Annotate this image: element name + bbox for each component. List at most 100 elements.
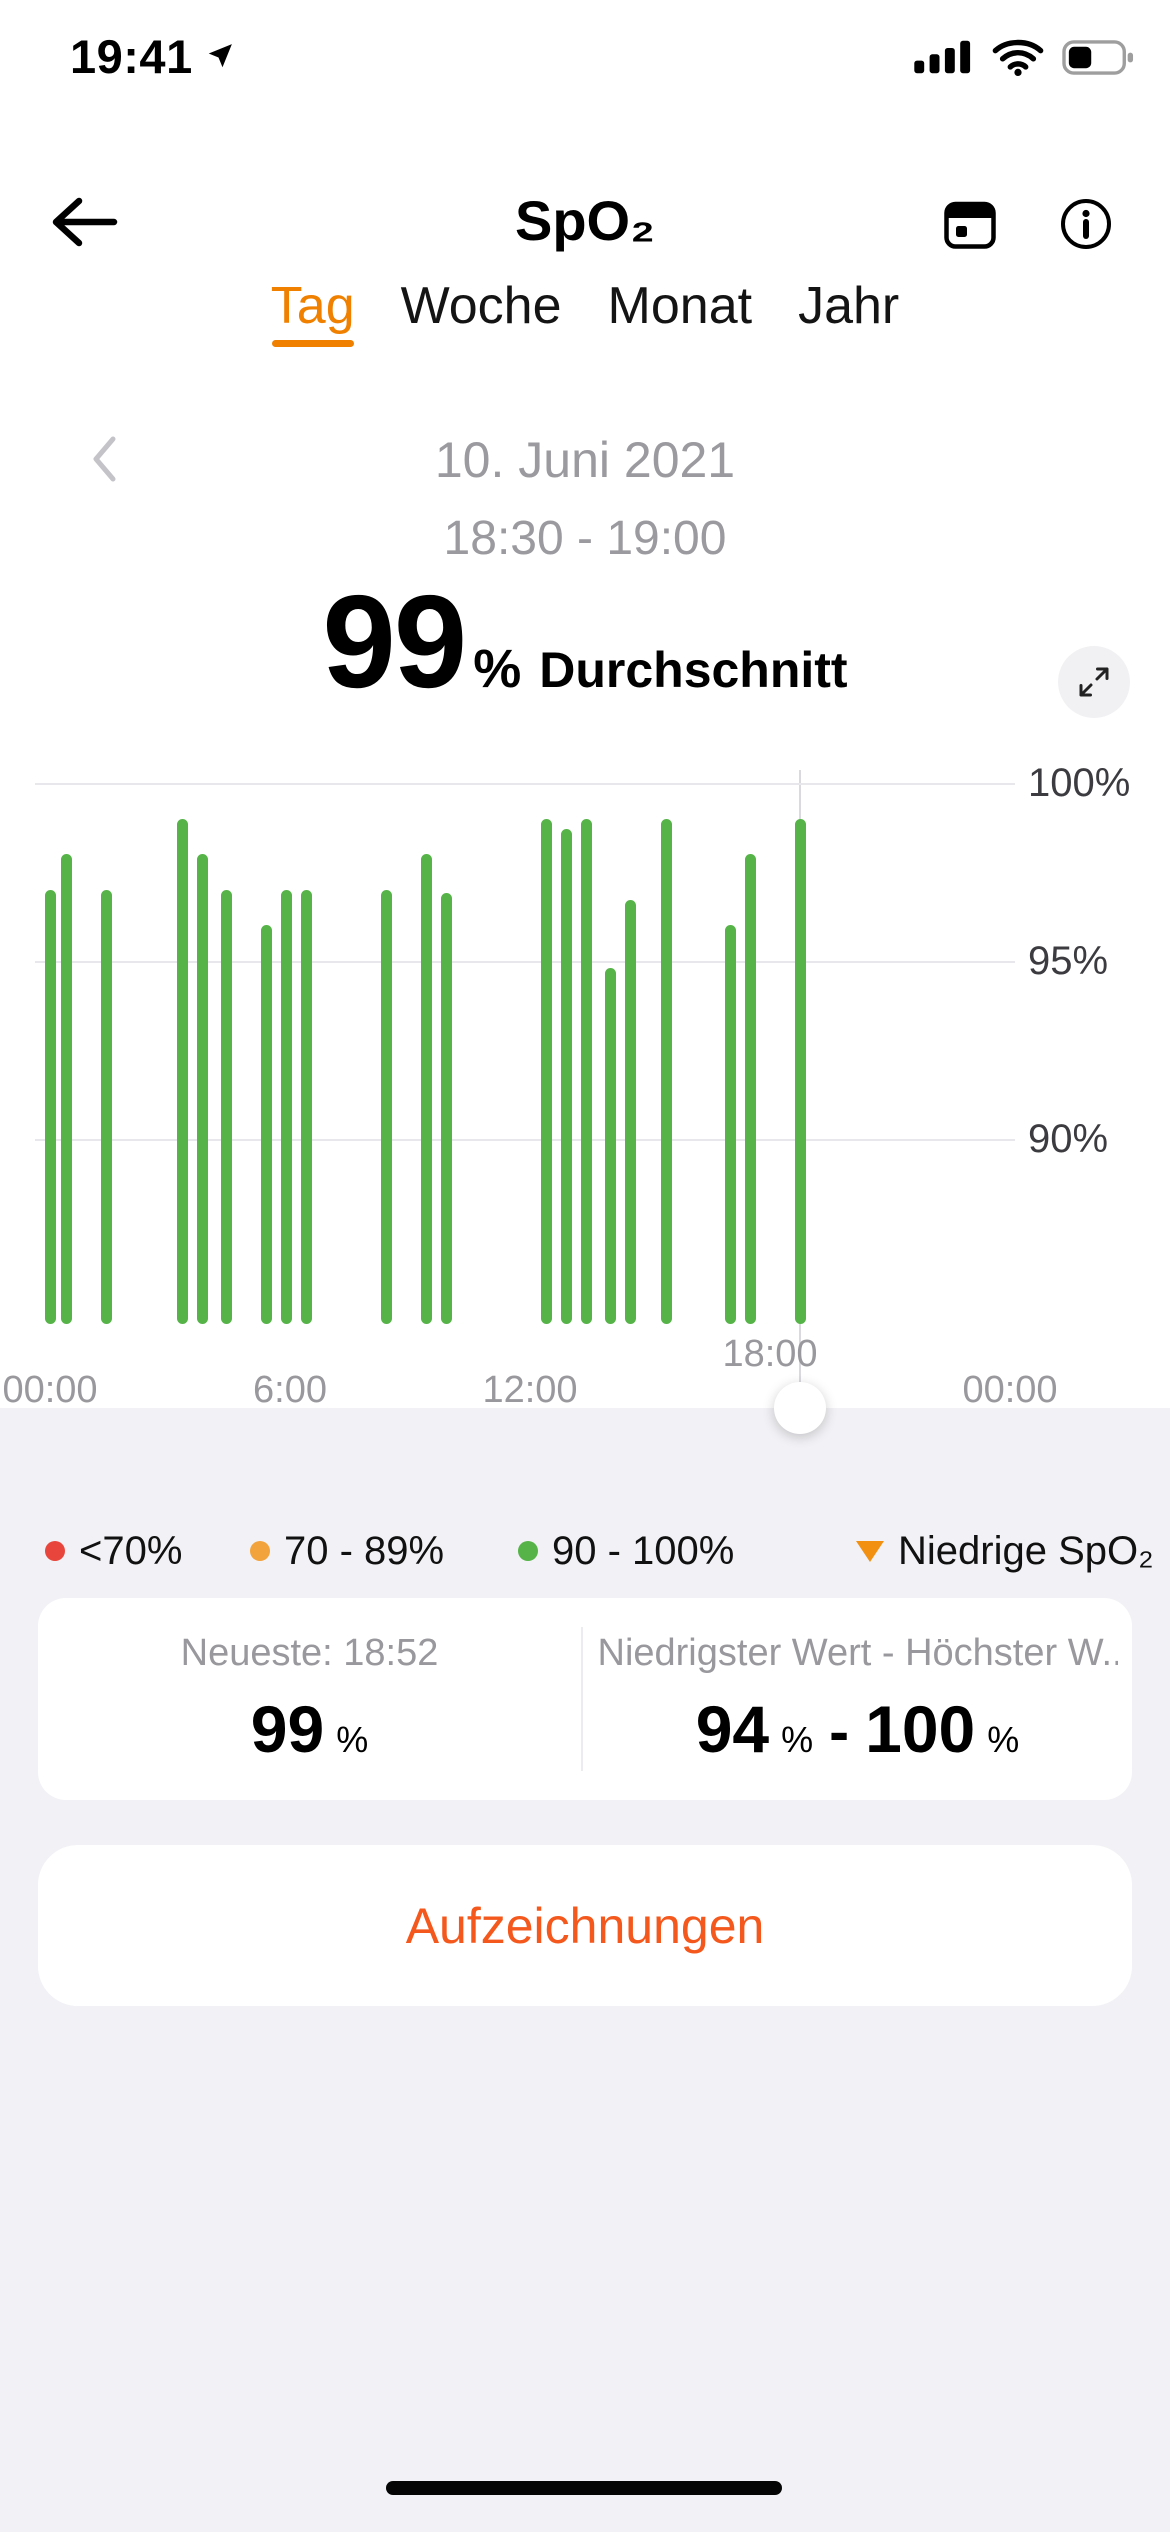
- chart-bar: [220, 889, 232, 1324]
- chart-cursor-handle[interactable]: [774, 1382, 826, 1434]
- legend-label: 90 - 100%: [552, 1528, 735, 1573]
- tab-label: Tag: [270, 277, 355, 335]
- tab-tag[interactable]: Tag: [270, 271, 355, 347]
- calendar-button[interactable]: [942, 196, 998, 252]
- average-label: Durchschnitt: [539, 642, 848, 698]
- back-button[interactable]: [46, 194, 122, 252]
- status-bar: 19:41: [0, 24, 1170, 88]
- legend: <70% 70 - 89% 90 - 100% Niedrige SpO₂: [0, 1520, 1170, 1582]
- tab-jahr[interactable]: Jahr: [798, 271, 899, 341]
- min-max-label: Niedrigster Wert - Höchster W...: [597, 1631, 1118, 1674]
- triangle-down-icon: [856, 1540, 884, 1562]
- back-arrow-icon: [52, 197, 118, 247]
- y-axis-tick-label: 95%: [1028, 939, 1109, 983]
- min-max-value-row: 94 % - 100 %: [696, 1691, 1020, 1767]
- tab-bar: Tag Woche Monat Jahr: [0, 264, 1170, 348]
- chart-bar: [660, 818, 672, 1324]
- date-label: 10. Juni 2021: [434, 432, 736, 488]
- expand-chart-button[interactable]: [1058, 646, 1130, 718]
- spo2-chart[interactable]: 100% 95% 90% 00:00 6:00 12:00 18:00 00:00: [0, 761, 1170, 1412]
- stats-card: Neueste: 18:52 99 % Niedrigster Wert - H…: [38, 1598, 1132, 1800]
- detail-section: <70% 70 - 89% 90 - 100% Niedrige SpO₂ Ne…: [0, 1408, 1170, 2532]
- range-dash: -: [829, 1697, 850, 1765]
- min-value: 94: [695, 1691, 770, 1766]
- tab-label: Woche: [400, 277, 562, 335]
- chart-bar: [440, 893, 452, 1324]
- legend-label: Niedrige SpO₂: [898, 1528, 1154, 1573]
- min-max-stat: Niedrigster Wert - Höchster W... 94 % - …: [583, 1598, 1132, 1800]
- tab-woche[interactable]: Woche: [401, 271, 562, 341]
- average-value: 99: [322, 568, 467, 715]
- chart-bar: [196, 854, 208, 1324]
- previous-day-button[interactable]: [84, 434, 124, 486]
- chart-bar: [100, 889, 112, 1324]
- min-unit: %: [781, 1718, 814, 1760]
- latest-label: Neueste: 18:52: [180, 1631, 439, 1674]
- chart-bar: [44, 889, 56, 1324]
- legend-item-90-100: 90 - 100%: [518, 1520, 734, 1582]
- y-axis-tick-label: 90%: [1028, 1117, 1109, 1161]
- chevron-left-icon: [93, 436, 116, 481]
- expand-icon: [1079, 667, 1109, 697]
- orange-dot-icon: [250, 1541, 270, 1561]
- active-tab-underline: [271, 340, 354, 347]
- red-dot-icon: [45, 1541, 65, 1561]
- calendar-icon: [944, 201, 996, 249]
- home-indicator[interactable]: [386, 2481, 782, 2495]
- chart-bar: [540, 818, 552, 1324]
- chart-bar: [60, 854, 72, 1324]
- chart-bar: [260, 925, 272, 1324]
- header: SpO₂: [0, 178, 1170, 264]
- chart-bar: [420, 854, 432, 1324]
- chart-bar: [604, 968, 616, 1324]
- legend-label: 70 - 89%: [284, 1528, 445, 1573]
- chart-bar: [176, 818, 188, 1324]
- max-value: 100: [865, 1691, 976, 1766]
- latest-unit: %: [336, 1718, 369, 1760]
- y-axis-tick-label: 100%: [1028, 761, 1131, 805]
- chart-gridline: [35, 783, 1015, 785]
- x-axis-tick-label: 00:00: [962, 1369, 1058, 1411]
- info-icon: [1061, 199, 1111, 249]
- latest-value: 99: [250, 1691, 325, 1766]
- cellular-signal-icon: [914, 40, 971, 74]
- legend-item-low-spo2: Niedrige SpO₂: [856, 1520, 1154, 1582]
- latest-value-row: 99 %: [251, 1691, 368, 1767]
- chart-bar: [724, 925, 736, 1324]
- location-icon: [208, 44, 232, 68]
- chart-bar: [280, 889, 292, 1324]
- chart-plot[interactable]: 100% 95% 90% 00:00 6:00 12:00 18:00 00:00: [0, 761, 1170, 1412]
- card-divider: [581, 1627, 583, 1771]
- latest-stat: Neueste: 18:52 99 %: [38, 1598, 581, 1800]
- status-bar-left: 19:41: [70, 24, 235, 88]
- green-dot-icon: [518, 1541, 538, 1561]
- x-axis-tick-label: 18:00: [722, 1333, 818, 1375]
- chart-bar: [744, 854, 756, 1324]
- x-axis-tick-label: 6:00: [253, 1369, 327, 1411]
- average-unit: %: [473, 639, 522, 699]
- time-range-label: 18:30 - 19:00: [443, 512, 727, 565]
- tab-label: Monat: [607, 277, 753, 335]
- info-button[interactable]: [1058, 196, 1114, 252]
- page-title: SpO₂: [515, 189, 655, 252]
- max-unit: %: [987, 1718, 1020, 1760]
- records-button[interactable]: Aufzeichnungen: [38, 1845, 1132, 2006]
- tab-monat[interactable]: Monat: [608, 271, 753, 341]
- records-button-label: Aufzeichnungen: [405, 1897, 765, 1954]
- tab-label: Jahr: [798, 277, 900, 335]
- chart-gridline: [35, 961, 1015, 963]
- legend-item-below-70: <70%: [45, 1520, 182, 1582]
- x-axis-tick-label: 00:00: [2, 1369, 98, 1411]
- clock: 19:41: [70, 29, 193, 83]
- chart-bar: [560, 829, 572, 1324]
- wifi-icon: [992, 39, 1044, 76]
- chart-bar: [624, 900, 636, 1324]
- average-summary: 99 % Durchschnitt: [0, 572, 1170, 712]
- chart-bar: [380, 889, 392, 1324]
- date-navigation: 10. Juni 2021: [0, 428, 1170, 492]
- chart-bar: [794, 818, 806, 1324]
- battery-icon: [1062, 39, 1134, 75]
- chart-bar: [580, 818, 592, 1324]
- status-bar-right: [914, 38, 1136, 76]
